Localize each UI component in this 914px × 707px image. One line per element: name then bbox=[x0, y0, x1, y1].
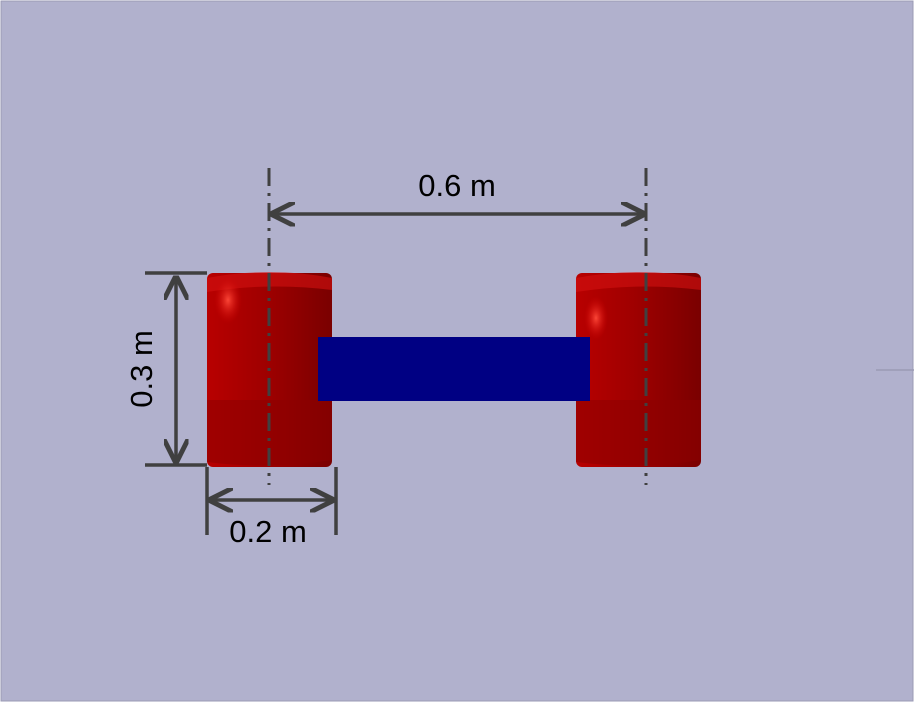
wheel-width-label: 0.2 m bbox=[229, 514, 307, 549]
right-wheel bbox=[576, 272, 701, 467]
wheel-separation-label: 0.6 m bbox=[418, 168, 496, 203]
wheel-diameter-label: 0.3 m bbox=[124, 330, 159, 408]
robot-body-axle bbox=[318, 337, 590, 401]
